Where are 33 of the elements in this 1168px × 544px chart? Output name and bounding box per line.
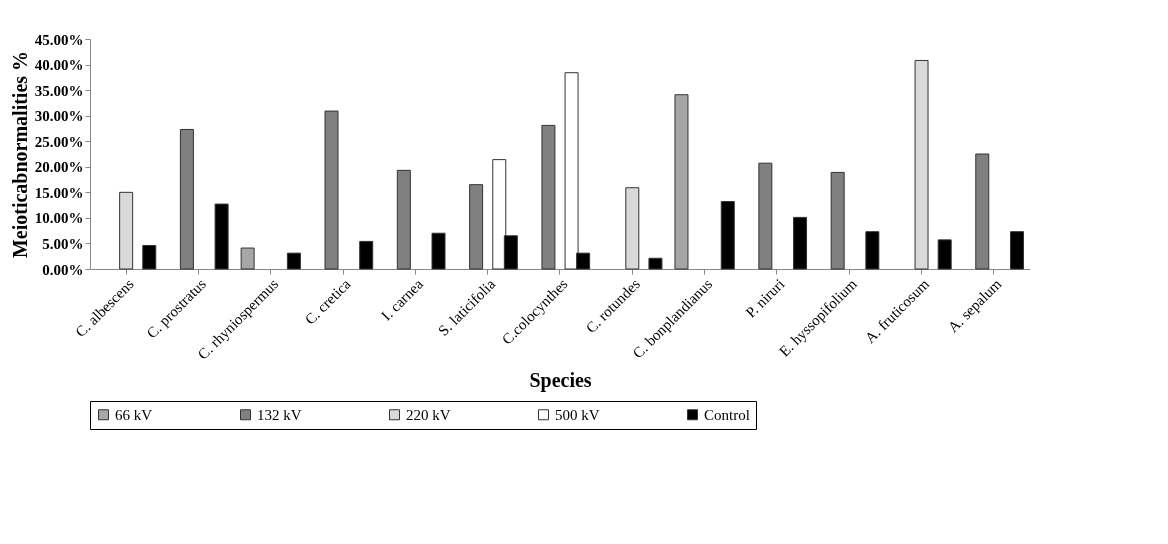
legend-label: 500 kV [555, 406, 600, 423]
bar [625, 187, 640, 270]
bar [914, 59, 929, 270]
legend-label: 66 kV [115, 406, 153, 423]
y-axis-title: Meioticabnormalities % [8, 50, 31, 259]
y-tick-label: 15.00% [34, 184, 84, 201]
y-tick-label: 10.00% [34, 210, 84, 227]
y-tick-label: 25.00% [34, 133, 84, 150]
y-tick-label: 30.00% [34, 108, 84, 125]
bar [648, 257, 663, 270]
bar [720, 201, 735, 270]
bar [119, 191, 134, 270]
bar [214, 203, 229, 270]
y-tick-label: 5.00% [42, 235, 84, 252]
bar [793, 216, 808, 270]
bar [359, 240, 374, 270]
bar [286, 252, 301, 270]
bar [674, 94, 689, 270]
y-tick-label: 35.00% [34, 82, 84, 99]
bar [431, 232, 446, 270]
legend-label: 132 kV [257, 406, 302, 423]
x-axis-title: Species [529, 368, 592, 392]
y-tick-label: 0.00% [42, 261, 84, 278]
legend-label: 220 kV [406, 406, 451, 423]
bar [937, 239, 952, 270]
bar [142, 244, 157, 270]
bar [240, 247, 255, 270]
y-tick-label: 45.00% [34, 31, 84, 48]
legend-label: Control [704, 406, 750, 423]
y-tick-label: 20.00% [34, 159, 84, 176]
bar [865, 231, 880, 270]
bar [1009, 231, 1024, 270]
y-tick-label: 40.00% [34, 57, 84, 74]
